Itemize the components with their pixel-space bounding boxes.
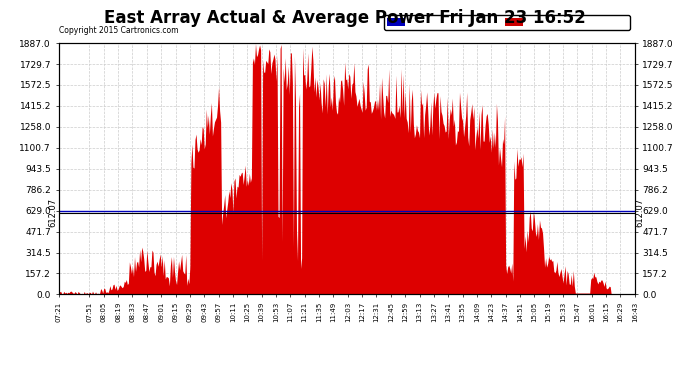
Text: 612.07: 612.07: [48, 198, 57, 228]
Legend: Average  (DC Watts), East Array  (DC Watts): Average (DC Watts), East Array (DC Watts…: [384, 15, 630, 30]
Text: East Array Actual & Average Power Fri Jan 23 16:52: East Array Actual & Average Power Fri Ja…: [104, 9, 586, 27]
Text: 612.07: 612.07: [635, 198, 644, 228]
Text: Copyright 2015 Cartronics.com: Copyright 2015 Cartronics.com: [59, 26, 178, 35]
